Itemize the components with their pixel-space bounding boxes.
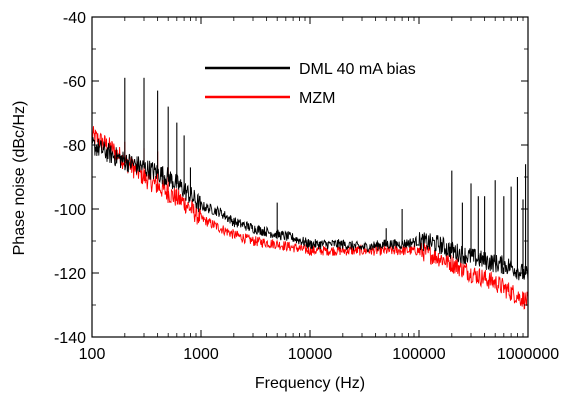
plot-series [91, 77, 529, 310]
y-tick-label: -80 [63, 138, 86, 155]
y-tick-label: -120 [54, 266, 86, 283]
tick-labels: 100 1000 10000 100000 1000000 -140 -120 -100 -80… [54, 10, 559, 363]
y-tick-label: -40 [63, 10, 86, 27]
y-tick-label: -60 [63, 74, 86, 91]
y-tick-label: -140 [54, 330, 86, 347]
y-tick-label: -100 [54, 202, 86, 219]
x-tick-label: 100000 [392, 346, 445, 363]
x-tick-label: 100 [79, 346, 106, 363]
legend: DML 40 mA bias MZM [205, 61, 416, 107]
series-line-dml [91, 135, 529, 281]
x-axis-title: Frequency (Hz) [255, 375, 365, 392]
axes [91, 16, 529, 338]
x-tick-label: 10000 [288, 346, 333, 363]
x-tick-label: 1000 [183, 346, 219, 363]
x-tick-label: 1000000 [497, 346, 559, 363]
y-axis-title: Phase noise (dBc/Hz) [11, 101, 28, 256]
legend-label-mzm: MZM [299, 90, 335, 107]
legend-label-dml: DML 40 mA bias [299, 61, 416, 78]
